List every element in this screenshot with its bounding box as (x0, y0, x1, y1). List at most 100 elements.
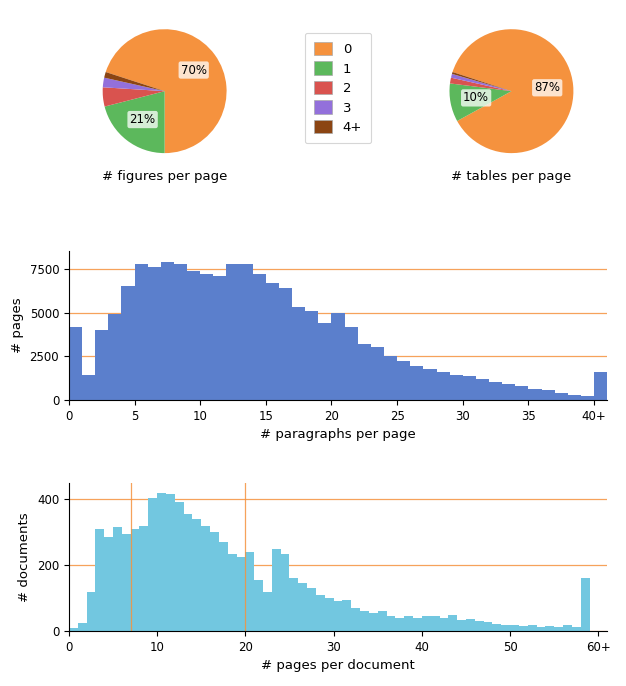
Bar (95, 529, 104, 631)
Bar (396, 618, 404, 631)
Bar (413, 618, 422, 631)
Bar (501, 625, 510, 631)
Wedge shape (103, 78, 165, 91)
Bar (187, 271, 200, 400)
X-axis label: # pages per document: # pages per document (261, 659, 415, 672)
Bar (299, 583, 307, 631)
Bar (237, 557, 245, 631)
Bar (148, 497, 157, 631)
Bar (113, 528, 122, 631)
Bar (493, 624, 501, 631)
Bar (219, 542, 228, 631)
Bar (528, 388, 541, 400)
Bar (245, 552, 254, 631)
Bar (157, 493, 166, 631)
Wedge shape (106, 29, 227, 153)
Bar (594, 372, 607, 400)
Bar (200, 274, 213, 400)
Bar (397, 362, 410, 400)
Bar (319, 323, 332, 400)
Bar (174, 263, 187, 400)
Bar (69, 327, 82, 400)
Bar (272, 549, 280, 631)
Bar (104, 537, 113, 631)
Bar (86, 591, 95, 631)
Bar (289, 578, 299, 631)
Bar (423, 369, 436, 400)
Bar (78, 623, 86, 631)
Bar (183, 514, 192, 631)
Bar (515, 386, 528, 400)
Bar (227, 263, 240, 400)
Bar (510, 624, 519, 631)
Y-axis label: # documents: # documents (18, 512, 31, 602)
Bar (175, 502, 183, 631)
Text: 87%: 87% (534, 81, 560, 94)
Bar (201, 525, 210, 631)
Bar (351, 608, 360, 631)
Legend: 0, 1, 2, 3, 4+: 0, 1, 2, 3, 4+ (305, 33, 371, 143)
Bar (307, 588, 316, 631)
Bar (280, 554, 289, 631)
Text: # figures per page: # figures per page (102, 170, 227, 183)
Wedge shape (452, 72, 511, 91)
Bar (228, 554, 237, 631)
Bar (344, 327, 357, 400)
Bar (536, 627, 545, 631)
Bar (554, 627, 563, 631)
Bar (581, 578, 590, 631)
Wedge shape (103, 87, 165, 106)
Bar (572, 627, 581, 631)
Bar (377, 611, 387, 631)
Bar (254, 580, 263, 631)
Bar (422, 616, 431, 631)
Bar (555, 393, 568, 400)
Bar (384, 356, 397, 400)
Bar (541, 390, 555, 400)
Bar (135, 263, 148, 400)
Bar (410, 366, 423, 400)
Bar (140, 525, 148, 631)
Bar (484, 622, 493, 631)
Bar (121, 286, 135, 400)
Bar (448, 615, 457, 631)
Bar (357, 344, 371, 400)
Bar (528, 625, 536, 631)
Bar (463, 377, 476, 400)
Bar (279, 288, 292, 400)
Wedge shape (105, 91, 165, 153)
Bar (581, 397, 594, 400)
Wedge shape (449, 84, 511, 121)
Bar (266, 283, 279, 400)
Bar (131, 529, 140, 631)
Bar (342, 600, 351, 631)
Bar (489, 381, 502, 400)
Bar (519, 626, 528, 631)
Bar (192, 519, 201, 631)
Bar (213, 276, 227, 400)
X-axis label: # paragraphs per page: # paragraphs per page (260, 428, 416, 441)
Bar (292, 307, 305, 400)
Wedge shape (451, 74, 511, 91)
Bar (148, 267, 161, 400)
Text: 10%: 10% (463, 91, 489, 104)
Wedge shape (450, 78, 511, 91)
Wedge shape (453, 29, 573, 153)
Bar (563, 625, 572, 631)
Bar (360, 611, 369, 631)
Text: 70%: 70% (181, 64, 207, 77)
Bar (466, 619, 475, 631)
Bar (431, 616, 439, 631)
Bar (122, 534, 131, 631)
Bar (545, 626, 554, 631)
Bar (476, 379, 489, 400)
Bar (404, 616, 413, 631)
Y-axis label: # pages: # pages (11, 298, 24, 353)
Bar (82, 375, 95, 400)
Bar (210, 532, 219, 631)
Bar (166, 494, 175, 631)
Text: # tables per page: # tables per page (451, 170, 572, 183)
Bar (316, 595, 325, 631)
Bar (568, 394, 581, 400)
Wedge shape (104, 72, 165, 91)
